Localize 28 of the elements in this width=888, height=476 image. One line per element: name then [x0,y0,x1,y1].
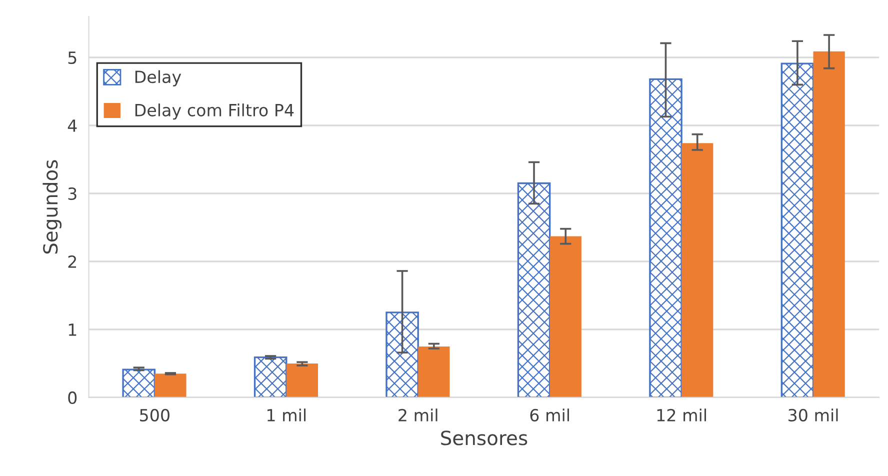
bar [550,236,582,398]
bar [780,62,814,398]
x-tick-label: 500 [140,408,170,422]
y-tick-label: 4 [68,120,77,132]
y-tick-label: 5 [68,52,76,64]
y-tick-label: 1 [68,324,76,336]
bar [813,51,845,398]
x-axis-title: Sensores [441,430,528,446]
x-tick-label: 1 mil [268,408,306,422]
bar [682,143,714,398]
bar [386,312,419,398]
bar [154,374,186,398]
bar [122,368,156,398]
bar [649,78,682,398]
x-tick-label: 12 mil [657,408,706,422]
x-tick-label: 6 mil [530,408,569,422]
bar [254,356,288,398]
y-tick-label: 2 [68,255,76,268]
y-tick-label: 0 [68,391,77,404]
legend-label: Delay com Filtro P4 [135,104,294,120]
bar [286,363,318,398]
y-tick-label: 3 [68,187,76,200]
y-axis-title: Segundos [42,160,62,254]
x-tick-label: 30 mil [788,408,838,422]
legend-label: Delay [135,70,182,86]
bar [517,182,551,398]
x-tick-label: 2 mil [398,408,438,422]
bar [418,346,450,398]
